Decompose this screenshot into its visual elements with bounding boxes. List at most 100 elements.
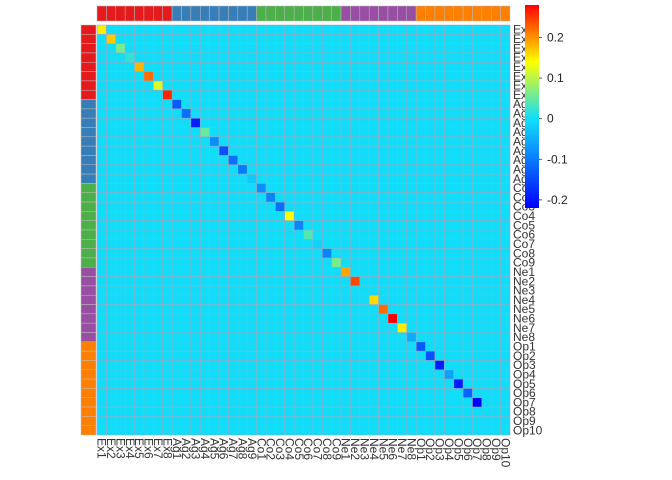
heatmap-cell (444, 220, 454, 231)
heatmap-cell (134, 146, 144, 156)
heatmap-cell (406, 108, 417, 119)
heatmap-cell (237, 25, 248, 35)
heatmap-cell (378, 34, 389, 44)
heatmap-cell (350, 416, 360, 426)
heatmap-cell (247, 304, 257, 314)
heatmap-cell (200, 276, 210, 286)
heatmap-cell (294, 407, 304, 417)
heatmap-cell (481, 62, 492, 72)
heatmap-cell (162, 313, 173, 324)
heatmap-cell (256, 257, 267, 268)
heatmap-cell (425, 323, 435, 333)
row-annotation-Op5 (80, 378, 97, 389)
heatmap-cell (97, 99, 107, 109)
heatmap-cell (256, 416, 267, 426)
heatmap-cell (294, 164, 304, 175)
heatmap-cell (444, 25, 454, 35)
heatmap-cell (416, 52, 426, 63)
heatmap-cell (416, 136, 426, 147)
heatmap-cell (491, 323, 501, 333)
heatmap-cell (97, 425, 107, 436)
heatmap-cell (209, 174, 220, 184)
heatmap-cell (172, 276, 182, 286)
heatmap-cell (472, 230, 482, 240)
heatmap-cell (153, 248, 163, 259)
heatmap-cell (247, 332, 257, 342)
heatmap-cell (350, 62, 360, 72)
heatmap-cell (181, 285, 191, 296)
heatmap-cell (256, 276, 267, 286)
heatmap-cell (247, 43, 257, 54)
heatmap-cell (387, 230, 398, 240)
heatmap-cell (359, 34, 370, 44)
heatmap-cell (172, 90, 182, 100)
heatmap-cell (312, 155, 323, 165)
heatmap-cell (247, 90, 257, 100)
heatmap-cell (378, 164, 389, 175)
heatmap-cell (387, 43, 398, 54)
heatmap-cell (425, 90, 435, 100)
heatmap-cell (378, 136, 389, 147)
heatmap-cell (265, 80, 276, 91)
heatmap-cell (387, 80, 398, 91)
heatmap-cell (284, 99, 295, 109)
heatmap-cell (378, 369, 389, 380)
heatmap-cell (500, 285, 511, 296)
heatmap-cell (134, 257, 144, 268)
row-label-Op8: Op8 (513, 405, 536, 419)
heatmap-cell (134, 164, 144, 175)
heatmap-cell (265, 304, 276, 314)
heatmap-cell (500, 267, 511, 277)
heatmap-cell (190, 174, 201, 184)
heatmap-cell (134, 304, 144, 314)
heatmap-cell (341, 146, 351, 156)
heatmap-cell (481, 202, 492, 212)
heatmap-cell (275, 52, 285, 63)
heatmap-cell (190, 397, 201, 408)
row-annotation-Ag7 (80, 155, 97, 166)
heatmap-cell (444, 34, 454, 44)
column-annotation-Op7 (472, 5, 483, 22)
heatmap-cell (228, 407, 238, 417)
heatmap-cell (125, 416, 135, 426)
heatmap-cell (125, 397, 135, 408)
heatmap-cell (97, 295, 107, 305)
heatmap-cell (162, 379, 173, 389)
heatmap-cell (247, 192, 257, 203)
heatmap-cell (265, 108, 276, 119)
heatmap-cell (416, 248, 426, 259)
heatmap-cell (172, 62, 182, 72)
heatmap-cell (153, 351, 163, 361)
heatmap-cell (162, 323, 173, 333)
heatmap-cell (209, 407, 220, 417)
heatmap-cell (153, 136, 163, 147)
heatmap-cell (97, 146, 107, 156)
heatmap-cell (425, 304, 435, 314)
heatmap-cell (453, 202, 464, 212)
column-annotation-Op2 (425, 5, 436, 22)
heatmap-cell (190, 425, 201, 436)
heatmap-cell (481, 248, 492, 259)
heatmap-cell (312, 379, 323, 389)
heatmap-cell (303, 108, 313, 119)
heatmap-cell (97, 360, 107, 370)
heatmap-cell (106, 136, 116, 147)
heatmap-cell (200, 388, 210, 398)
heatmap-cell (491, 99, 501, 109)
column-annotation-Op1 (415, 5, 426, 22)
heatmap-cell (481, 43, 492, 54)
heatmap-cell (472, 276, 482, 286)
column-label-Ex6: Ex6 (142, 438, 156, 459)
column-annotation-Ne3 (359, 5, 370, 22)
heatmap-cell (425, 257, 435, 268)
heatmap-cell (190, 239, 201, 249)
column-label-Ne5: Ne5 (376, 438, 390, 460)
heatmap-cell (200, 285, 210, 296)
heatmap-cell (162, 369, 173, 380)
heatmap-cell (284, 230, 295, 240)
heatmap-cell (434, 192, 445, 203)
heatmap-cell (369, 416, 379, 426)
heatmap-cell (322, 351, 332, 361)
heatmap-cell (106, 146, 116, 156)
heatmap-cell (481, 25, 492, 35)
